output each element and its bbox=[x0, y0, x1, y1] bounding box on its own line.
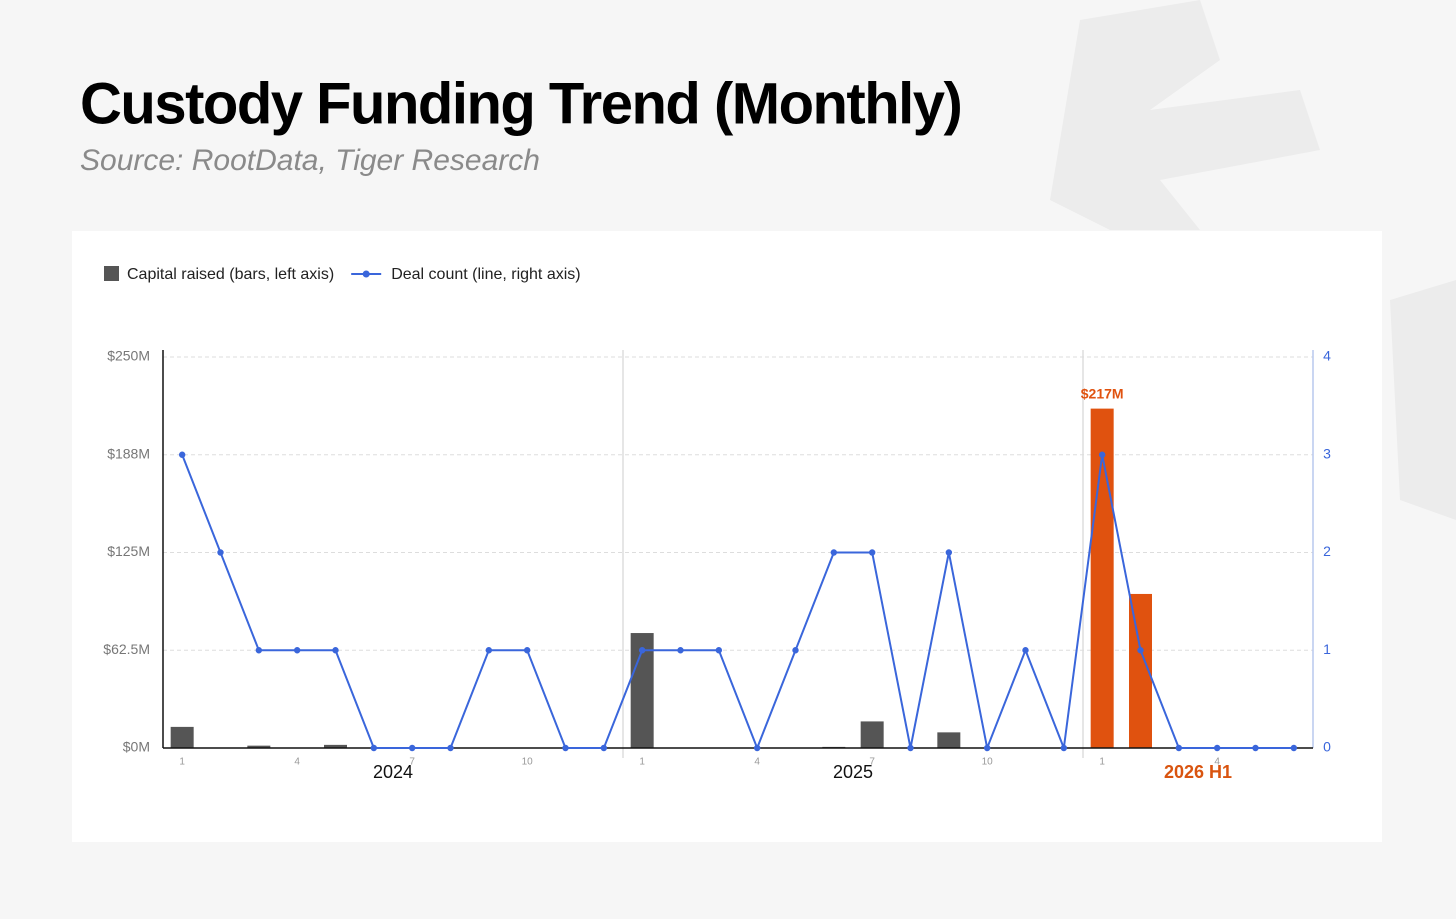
x-tick-label: 10 bbox=[522, 757, 534, 768]
chart-title: Custody Funding Trend (Monthly) bbox=[80, 71, 961, 136]
line-point bbox=[753, 744, 761, 752]
chart-subtitle: Source: RootData, Tiger Research bbox=[80, 144, 540, 177]
line-point bbox=[293, 647, 301, 654]
line-point bbox=[715, 647, 723, 654]
x-tick-label: 1 bbox=[639, 757, 645, 768]
legend-swatch bbox=[104, 266, 119, 281]
line-point bbox=[1060, 744, 1068, 752]
line-point bbox=[447, 744, 454, 752]
line-point bbox=[945, 549, 953, 556]
bar bbox=[324, 744, 347, 748]
bar bbox=[247, 745, 271, 748]
x-tick-label: 4 bbox=[754, 757, 760, 768]
y2-tick-label: 0 bbox=[1323, 739, 1331, 755]
line-point bbox=[178, 451, 186, 458]
line-point bbox=[217, 549, 224, 556]
x-tick-label: 7 bbox=[409, 757, 415, 768]
line-point bbox=[562, 744, 569, 752]
line-point bbox=[1213, 744, 1221, 752]
y2-tick-label: 4 bbox=[1323, 348, 1331, 364]
watermark bbox=[1050, 0, 1456, 520]
line-point bbox=[485, 647, 493, 654]
x-tick-label: 10 bbox=[982, 757, 994, 768]
y-tick-label: $188M bbox=[107, 445, 150, 461]
line-point bbox=[983, 744, 991, 752]
x-tick-label: 4 bbox=[1214, 757, 1220, 768]
bar bbox=[937, 732, 961, 748]
y2-tick-label: 1 bbox=[1323, 641, 1331, 657]
line bbox=[181, 454, 1294, 752]
line-point bbox=[1252, 744, 1259, 752]
bar bbox=[170, 726, 194, 748]
line-point bbox=[600, 744, 608, 752]
y-tick-label: $0M bbox=[123, 739, 150, 755]
line-point bbox=[1175, 744, 1183, 752]
line-point bbox=[792, 647, 799, 654]
line-point bbox=[868, 549, 876, 556]
line-point bbox=[830, 549, 838, 556]
legend-label: Capital raised (bars, left axis) bbox=[127, 266, 334, 283]
line-point bbox=[1290, 744, 1298, 752]
y-tick-label: $125M bbox=[107, 543, 150, 559]
legend-label: Deal count (line, right axis) bbox=[391, 266, 580, 283]
line-point bbox=[255, 647, 263, 654]
line-point bbox=[638, 647, 646, 654]
year-label: 2025 bbox=[833, 762, 873, 782]
line-point bbox=[677, 647, 684, 654]
bar bbox=[1129, 593, 1152, 748]
x-tick-label: 1 bbox=[179, 757, 185, 768]
year-label: 2026 H1 bbox=[1164, 762, 1232, 782]
y2-tick-label: 3 bbox=[1323, 445, 1331, 461]
bar bbox=[630, 633, 654, 748]
line-point bbox=[370, 744, 378, 752]
bar bbox=[860, 721, 884, 748]
line-point bbox=[907, 744, 914, 752]
x-tick-label: 7 bbox=[869, 757, 875, 768]
x-tick-label: 1 bbox=[1099, 757, 1105, 768]
y-tick-label: $62.5M bbox=[103, 641, 150, 657]
line-point bbox=[523, 647, 531, 654]
line-point bbox=[1137, 647, 1144, 654]
x-tick-label: 4 bbox=[294, 757, 300, 768]
data-label: $217M bbox=[1081, 385, 1124, 401]
y-tick-label: $250M bbox=[107, 348, 150, 364]
line-point bbox=[1022, 647, 1029, 654]
y2-tick-label: 2 bbox=[1323, 543, 1331, 559]
line-point bbox=[332, 647, 339, 654]
line-point bbox=[408, 744, 416, 752]
card bbox=[72, 231, 1382, 842]
line-point bbox=[1098, 451, 1106, 458]
year-label: 2024 bbox=[373, 762, 413, 782]
legend-swatch bbox=[362, 270, 370, 278]
